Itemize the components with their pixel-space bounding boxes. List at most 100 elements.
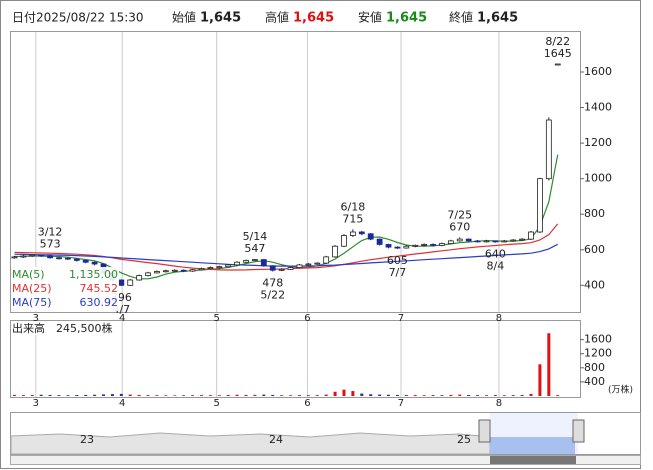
volume-bar <box>155 395 159 396</box>
legend-name: MA(5) <box>12 268 45 281</box>
candle-body <box>91 261 98 265</box>
candle-body <box>154 271 160 274</box>
candle-body <box>554 63 561 66</box>
navigator-label: 24 <box>269 433 283 446</box>
x-tick-label: 5 <box>213 313 219 324</box>
volume-bar <box>342 389 346 396</box>
volume-bar <box>84 394 88 396</box>
date-label: 日付 <box>12 11 36 25</box>
volume-bar <box>395 394 399 396</box>
x-tick-label: 3 <box>33 398 39 409</box>
volume-bar <box>137 394 141 396</box>
candle-body <box>180 269 187 272</box>
close-value: 1,645 <box>477 11 518 26</box>
volume-bar <box>173 395 177 396</box>
candle-body <box>47 255 53 259</box>
candle-body <box>136 275 143 281</box>
volume-bar <box>119 393 123 396</box>
y-tick-label: 600 <box>584 243 605 256</box>
y-tick-label: 1200 <box>584 347 612 360</box>
y-tick-label: 1600 <box>584 65 612 78</box>
y-tick-label: 400 <box>584 375 605 388</box>
candle-body <box>11 256 18 259</box>
candle-body <box>456 238 463 242</box>
candle-body <box>421 244 428 246</box>
high-label: 高値 <box>265 10 289 25</box>
candle-body <box>510 239 517 242</box>
candle-body <box>358 231 365 235</box>
annotation-value: 573 <box>40 238 61 251</box>
candle-body <box>243 260 249 263</box>
candle-body <box>225 264 232 268</box>
volume-bar <box>378 394 382 396</box>
candle-body <box>189 269 196 272</box>
legend-name: MA(75) <box>12 296 52 309</box>
volume-bar <box>315 395 319 396</box>
annotation-value: 478 <box>262 276 283 289</box>
annotation-value: 605 <box>387 254 408 267</box>
volume-bar <box>253 394 257 396</box>
volume-title-box <box>11 321 119 335</box>
volume-bar <box>226 395 230 396</box>
volume-bar <box>66 395 70 396</box>
volume-bar <box>520 395 524 396</box>
candle-body <box>269 265 276 271</box>
volume-bar <box>289 395 293 396</box>
volume-bar <box>511 395 515 396</box>
annotation-date: 8/4 <box>487 260 505 273</box>
ma-line <box>14 243 558 267</box>
annotation-value: 640 <box>485 248 506 261</box>
volume-bar <box>467 395 471 396</box>
annotation-date: 5/14 <box>243 230 268 243</box>
x-tick-label: 8 <box>496 313 502 324</box>
volume-bar <box>502 395 506 396</box>
navigator-selected-area <box>490 437 575 454</box>
volume-bar <box>413 395 417 396</box>
candle-body <box>412 244 419 247</box>
y-tick-label: 1400 <box>584 101 612 114</box>
annotation-date: 6/18 <box>341 200 366 213</box>
low-value: 1,645 <box>386 11 427 26</box>
x-tick-label: 4 <box>119 313 125 324</box>
candle-body <box>64 257 71 260</box>
candle-body <box>20 255 27 258</box>
candle-body <box>492 240 499 243</box>
navigator-label: 25 <box>457 433 471 446</box>
candle-body <box>483 240 490 243</box>
legend-value: 630.92 <box>80 296 119 309</box>
scrollbar-thumb[interactable] <box>490 456 576 464</box>
annotation-value: 547 <box>244 242 265 255</box>
navigator-handle-right[interactable] <box>572 419 585 443</box>
high-value: 1,645 <box>293 11 334 26</box>
annotation-value: 1645 <box>544 47 572 60</box>
volume-bar <box>547 333 551 396</box>
volume-bar <box>484 395 488 396</box>
volume-bar <box>306 395 310 396</box>
annotation-date: 3/12 <box>38 226 63 239</box>
legend-box <box>11 267 119 311</box>
scrollbar[interactable] <box>10 455 641 465</box>
navigator-handle-left[interactable] <box>478 419 491 443</box>
open-label: 始値 <box>172 10 196 25</box>
candle-body <box>465 238 472 242</box>
candle-body <box>207 267 214 269</box>
candle-body <box>260 259 267 267</box>
x-tick-label: 7 <box>398 398 404 409</box>
annotation-date: 8/22 <box>545 35 570 48</box>
volume-bar <box>191 395 195 396</box>
volume-bar <box>297 395 301 396</box>
candle-body <box>252 259 258 261</box>
candle-body <box>332 245 338 258</box>
volume-bar <box>280 395 284 396</box>
candle-body <box>234 261 241 266</box>
y-tick-label: 400 <box>584 278 605 291</box>
volume-bar <box>458 394 462 396</box>
candle-body <box>38 254 45 257</box>
close-label: 終値 <box>449 10 473 25</box>
legend-name: MA(25) <box>12 282 52 295</box>
candle-body <box>296 264 303 268</box>
datetime: 2025/08/22 15:30 <box>36 11 144 25</box>
y-tick-label: 800 <box>584 361 605 374</box>
volume-bar <box>440 395 444 396</box>
